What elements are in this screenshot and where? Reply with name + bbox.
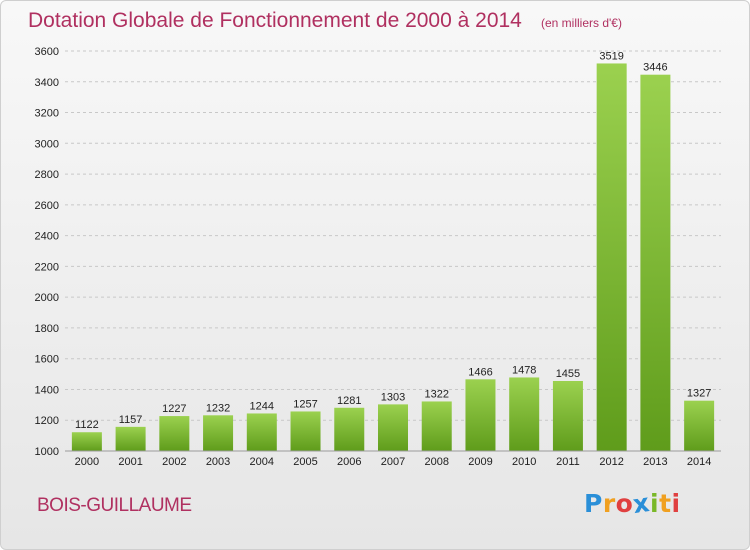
data-label: 1455 — [556, 368, 580, 380]
bar-2009 — [465, 379, 496, 451]
x-tick-label: 2008 — [424, 456, 448, 468]
data-label: 1227 — [162, 403, 186, 415]
x-tick-label: 2001 — [118, 456, 142, 468]
x-tick-label: 2010 — [512, 456, 536, 468]
logo-letter: x — [631, 487, 652, 520]
bar-2007 — [378, 404, 408, 451]
y-tick-label: 2400 — [35, 231, 59, 243]
data-label: 1232 — [206, 402, 230, 414]
bar-2006 — [334, 407, 365, 451]
y-tick-label: 2800 — [35, 169, 59, 181]
data-label: 3519 — [599, 50, 623, 62]
x-tick-label: 2013 — [643, 456, 667, 468]
y-tick-label: 1600 — [35, 354, 59, 366]
bar-2002 — [159, 416, 190, 451]
y-tick-label: 1200 — [35, 415, 59, 427]
logo-letter: P — [584, 489, 603, 518]
logo-letter: i — [671, 489, 681, 518]
y-tick-label: 1800 — [35, 323, 59, 335]
y-tick-label: 2600 — [35, 200, 59, 212]
data-label: 1281 — [337, 395, 361, 407]
y-tick-label: 3600 — [35, 46, 59, 58]
y-axis-ticks: 1000 1200 1400 1600 1800 2000 2200 2400 2600 2800… — [35, 46, 59, 458]
y-tick-label: 3000 — [35, 138, 59, 150]
x-tick-label: 2005 — [293, 456, 317, 468]
y-tick-label: 2200 — [35, 261, 59, 273]
y-tick-label: 1400 — [35, 384, 59, 396]
data-label: 1303 — [381, 391, 405, 403]
y-tick-label: 2000 — [35, 292, 59, 304]
x-tick-label: 2014 — [687, 456, 711, 468]
x-tick-label: 2007 — [381, 456, 405, 468]
data-label: 1322 — [424, 388, 448, 400]
data-label: 1478 — [512, 364, 536, 376]
bar-2011 — [552, 381, 583, 451]
data-label: 1157 — [119, 414, 143, 426]
bar-2012 — [596, 63, 627, 451]
x-tick-label: 2009 — [468, 456, 492, 468]
bar-2004 — [246, 413, 277, 451]
data-label: 1466 — [468, 366, 492, 378]
data-labels: 1122 1157 1227 1232 1244 1257 1281 1303 1322 1466… — [75, 50, 711, 431]
x-tick-label: 2002 — [162, 456, 186, 468]
x-tick-label: 2006 — [337, 456, 361, 468]
logo-letter: r — [602, 489, 616, 518]
x-tick-label: 2011 — [556, 456, 580, 468]
bar-2005 — [290, 411, 321, 451]
x-tick-label: 2012 — [599, 456, 623, 468]
bars — [71, 63, 715, 451]
bar-2010 — [509, 377, 540, 451]
logo-letter: o — [615, 489, 634, 518]
bar-2013 — [640, 74, 671, 451]
x-axis-ticks: 2000 2001 2002 2003 2004 2005 2006 2007 2008 2009… — [75, 456, 712, 468]
proxiti-logo: Proxiti — [584, 487, 681, 520]
data-label: 1244 — [250, 400, 274, 412]
bar-2003 — [203, 415, 234, 451]
bar-2000 — [71, 432, 102, 451]
chart-title: Dotation Globale de Fonctionnement de 20… — [28, 9, 522, 32]
bar-2001 — [115, 426, 146, 451]
data-label: 3446 — [643, 62, 667, 74]
y-tick-label: 3400 — [35, 77, 59, 89]
place-name: BOIS-GUILLAUME — [37, 495, 192, 516]
bar-2014 — [684, 400, 715, 451]
logo-letter: i — [650, 489, 660, 518]
x-tick-label: 2000 — [75, 456, 99, 468]
x-tick-label: 2003 — [206, 456, 230, 468]
y-tick-label: 1000 — [35, 446, 59, 458]
x-tick-label: 2004 — [250, 456, 274, 468]
data-label: 1122 — [75, 419, 99, 431]
bar-2008 — [421, 401, 452, 451]
data-label: 1327 — [687, 388, 711, 400]
logo-letter: t — [659, 489, 672, 518]
y-tick-label: 3200 — [35, 108, 59, 120]
unit-note: (en milliers d'€) — [541, 16, 622, 30]
data-label: 1257 — [293, 398, 317, 410]
